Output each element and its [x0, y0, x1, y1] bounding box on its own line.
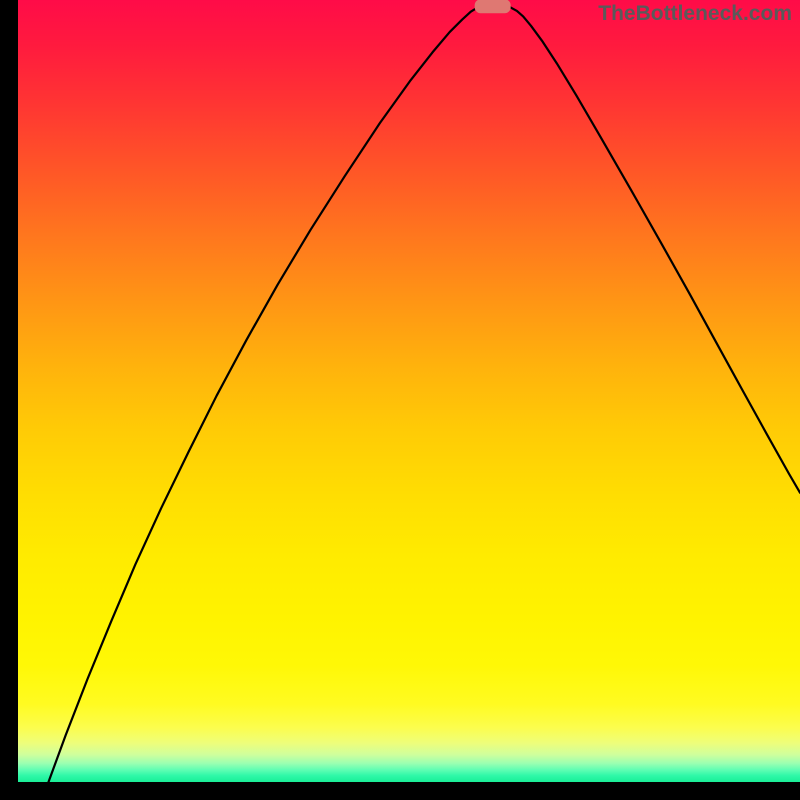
chart-curve-layer: [18, 0, 800, 782]
plot-area: [18, 0, 800, 782]
chart-container: TheBottleneck.com: [0, 0, 800, 800]
bottleneck-curve: [49, 5, 800, 782]
optimal-marker: [475, 0, 511, 13]
watermark-text: TheBottleneck.com: [598, 2, 792, 26]
